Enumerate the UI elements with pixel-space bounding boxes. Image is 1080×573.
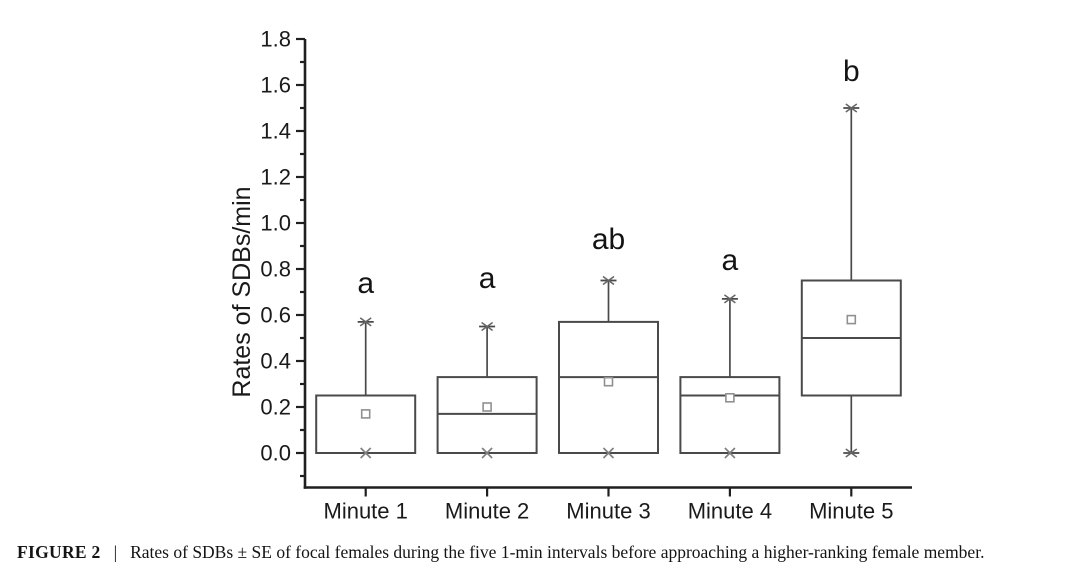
mean-marker <box>482 402 492 412</box>
y-tick-label: 0.8 <box>260 257 291 282</box>
x-tick-label: Minute 4 <box>688 499 772 524</box>
mean-marker <box>360 409 371 419</box>
box-rect <box>679 376 781 455</box>
significance-letter: a <box>357 267 374 300</box>
y-tick-label: 0.4 <box>260 349 291 374</box>
y-tick-label: 0.0 <box>260 441 291 466</box>
x-tick-label: Minute 3 <box>566 499 650 524</box>
box-plot-minute-1: a <box>315 267 417 459</box>
y-tick-label: 1.8 <box>260 27 291 52</box>
box-rect <box>315 394 417 454</box>
boxplot-chart: 0.0 0.2 0.4 0.6 0.8 1.0 1.2 1.4 1.6 1.8 Minute 1 Mi… <box>228 27 912 524</box>
figure-caption-separator: | <box>113 542 118 562</box>
mean-marker <box>725 392 735 403</box>
y-axis-title: Rates of SDBs/min <box>228 186 256 397</box>
box-plot-minute-3: ab <box>558 223 659 459</box>
y-tick-label: 1.4 <box>260 119 291 144</box>
x-tick-label: Minute 5 <box>809 499 893 524</box>
x-tick-label: Minute 1 <box>324 499 408 524</box>
y-tick-label: 0.6 <box>260 303 291 328</box>
figure-caption-text: Rates of SDBs ± SE of focal females duri… <box>130 542 985 562</box>
significance-letter: b <box>843 55 860 88</box>
y-tick-label: 1.2 <box>260 165 291 190</box>
mean-marker <box>846 314 857 325</box>
y-tick-label: 1.6 <box>260 73 291 98</box>
box-plot-minute-5: b <box>800 55 902 458</box>
box-plot-minute-2: a <box>436 262 538 459</box>
significance-letter: a <box>479 262 496 295</box>
box-plot-minute-4: a <box>679 244 781 459</box>
box-rect <box>558 320 659 454</box>
x-tick-label: Minute 2 <box>445 499 529 524</box>
significance-letter: ab <box>592 223 625 256</box>
axes: 0.0 0.2 0.4 0.6 0.8 1.0 1.2 1.4 1.6 1.8 Minute 1 Mi… <box>228 27 912 524</box>
box-rect <box>436 376 538 455</box>
figure-caption-label: FIGURE 2 <box>17 542 101 562</box>
mean-marker <box>603 376 614 387</box>
y-tick-label: 0.2 <box>260 395 291 420</box>
y-tick-label: 1.0 <box>260 211 291 236</box>
significance-letter: a <box>722 244 739 277</box>
figure-caption: FIGURE 2 | Rates of SDBs ± SE of focal fem… <box>17 541 1073 563</box>
